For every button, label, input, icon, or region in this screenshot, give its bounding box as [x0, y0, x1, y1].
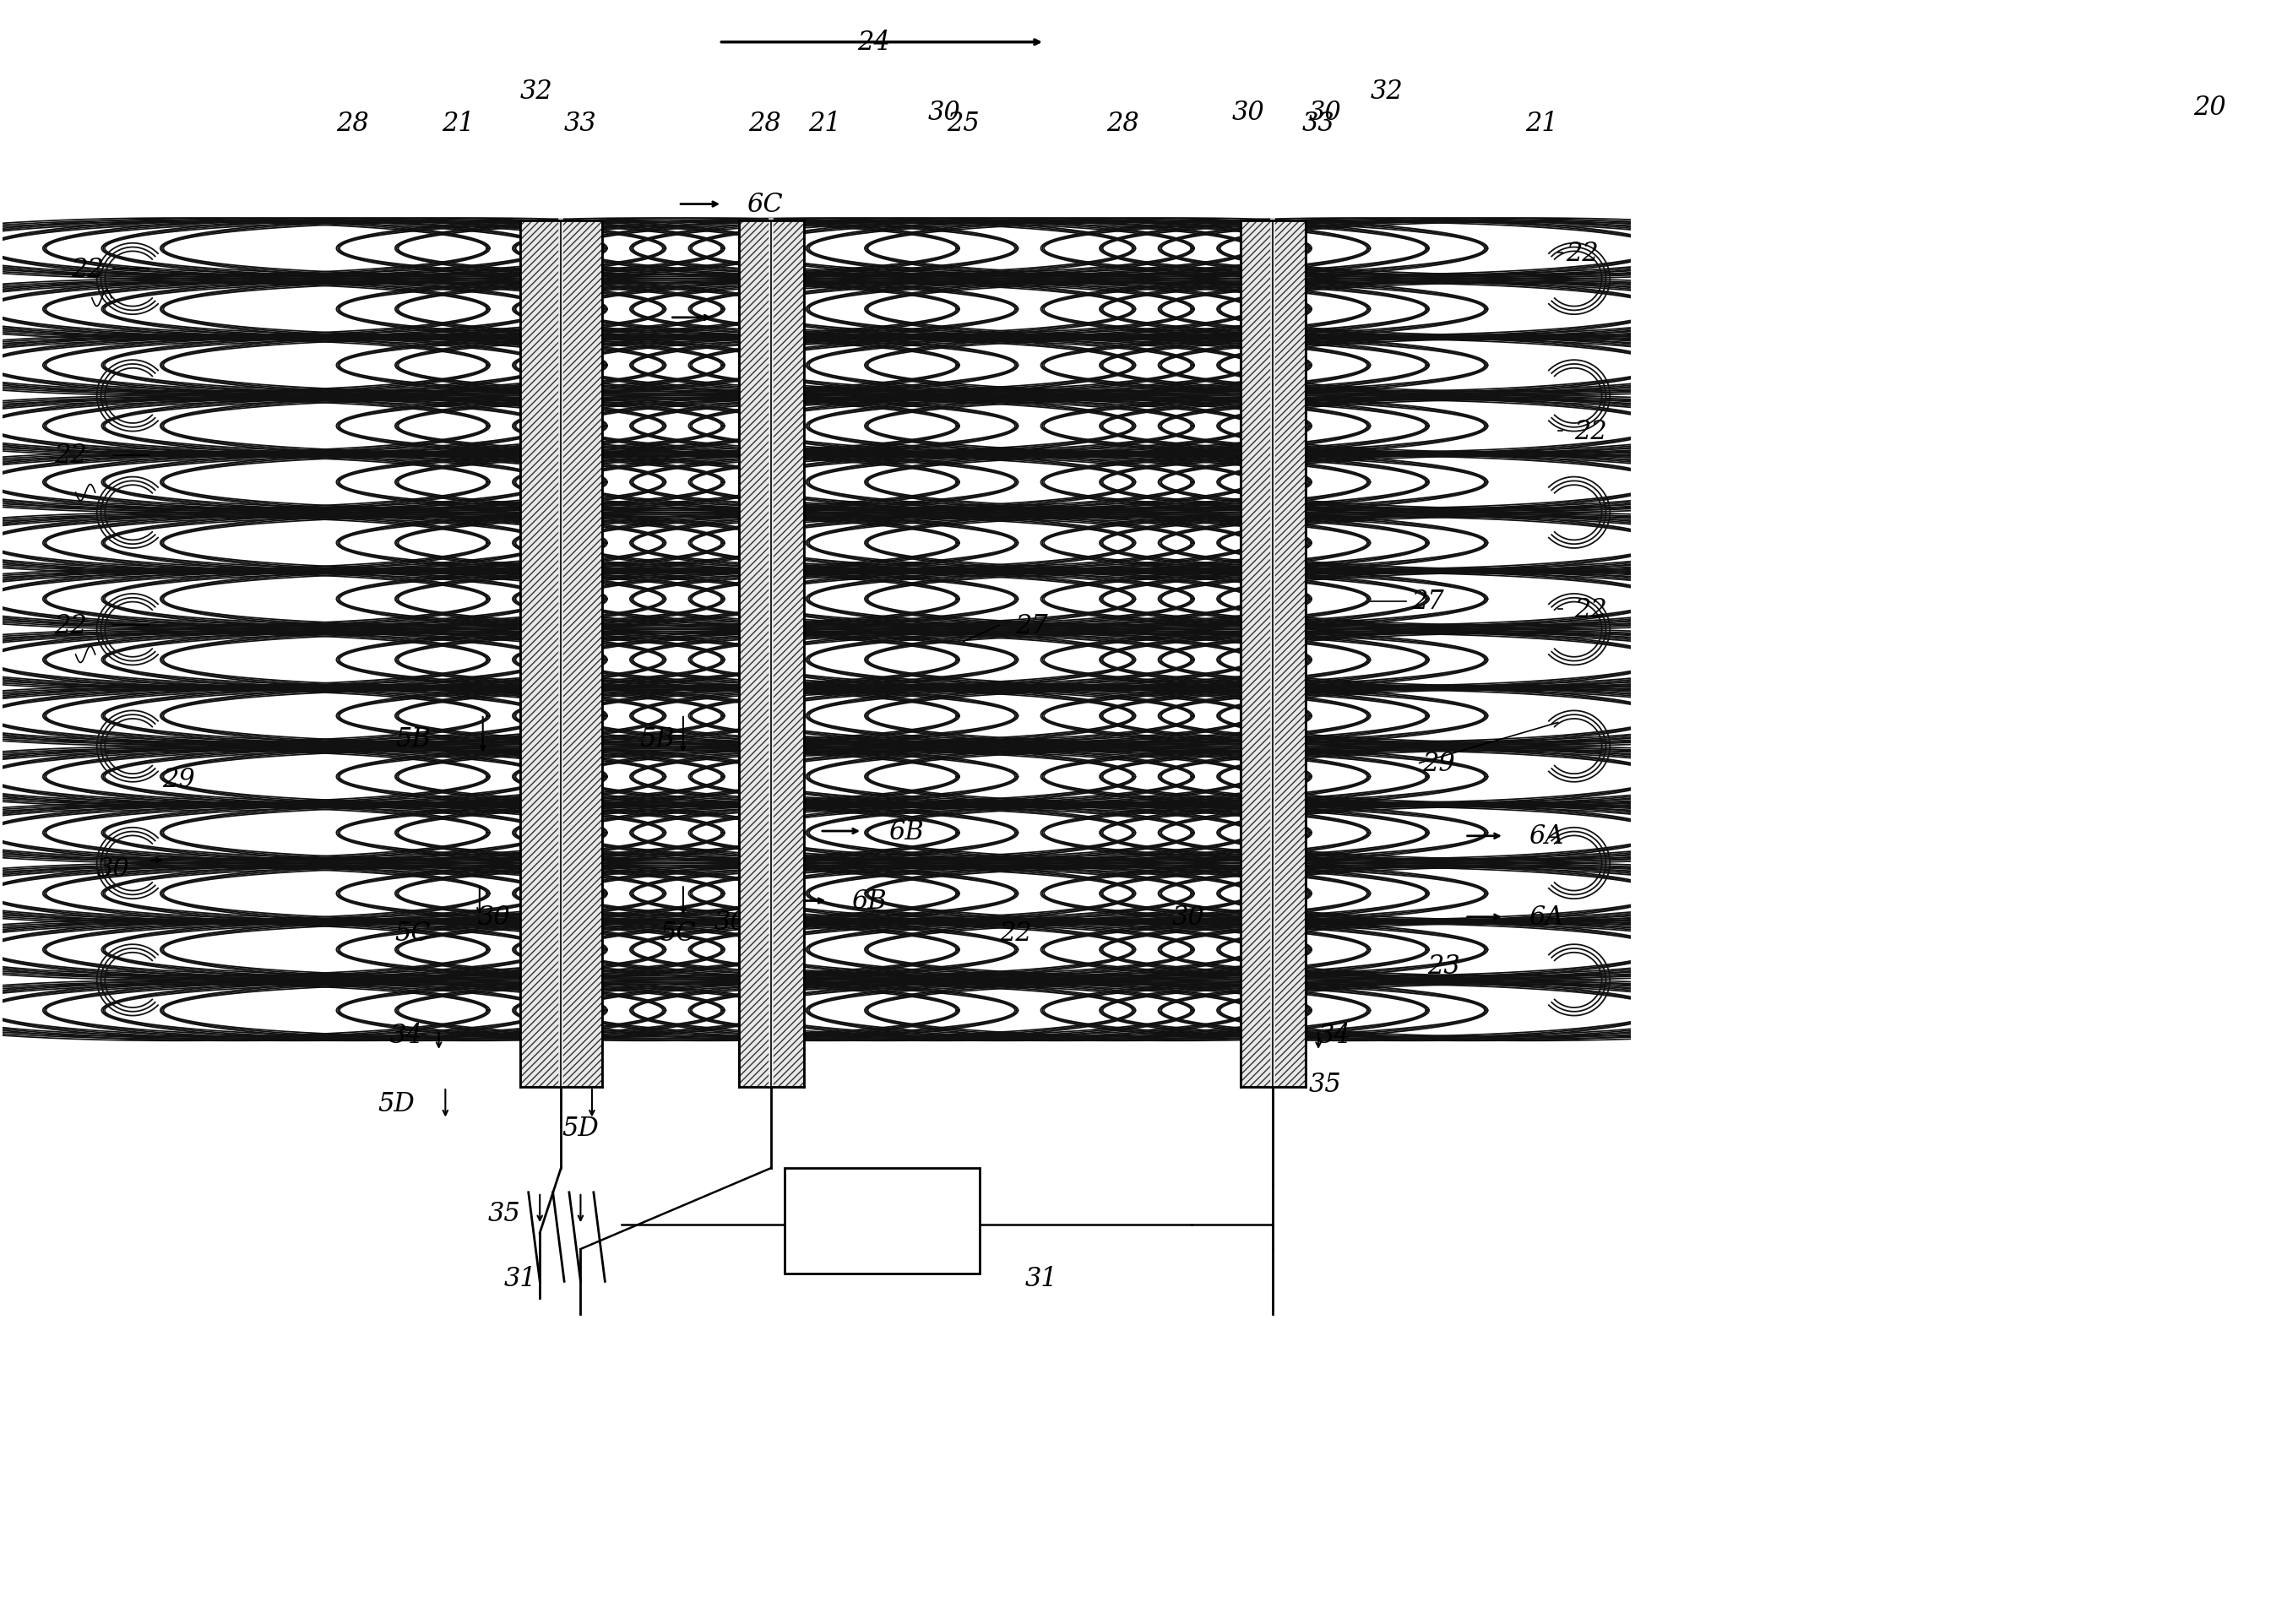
Text: 30: 30 [1172, 905, 1204, 931]
Text: 5B: 5B [396, 726, 430, 752]
Text: 36: 36 [858, 1200, 890, 1226]
Text: 22: 22 [1575, 596, 1607, 622]
Text: 20: 20 [2194, 94, 2226, 120]
Text: 21: 21 [808, 110, 842, 136]
Text: 30: 30 [1309, 99, 1341, 125]
Text: 5D: 5D [562, 1114, 599, 1140]
Text: 31: 31 [503, 1265, 537, 1291]
Text: 5B: 5B [640, 726, 674, 752]
Text: 5C: 5C [660, 921, 696, 947]
Text: 26: 26 [772, 958, 803, 984]
Bar [521, 221, 601, 1088]
Text: 30: 30 [715, 909, 747, 935]
Text: 6C: 6C [747, 192, 783, 218]
Text: 33: 33 [564, 110, 596, 136]
Text: 30: 30 [478, 905, 510, 931]
Bar [521, 221, 601, 1088]
Text: 35: 35 [487, 1200, 521, 1226]
Bar [785, 1168, 979, 1273]
Text: 28: 28 [749, 110, 781, 136]
Text: 22: 22 [1566, 240, 1598, 266]
Text: 32: 32 [521, 78, 553, 104]
Text: 30: 30 [926, 99, 960, 125]
Text: 27: 27 [1411, 588, 1443, 614]
Bar [737, 221, 803, 1088]
Text: 34: 34 [1318, 1023, 1352, 1049]
Text: 22: 22 [999, 921, 1031, 947]
Text: 23: 23 [1427, 953, 1461, 979]
Bar [1240, 221, 1306, 1088]
Text: 30: 30 [1231, 99, 1265, 125]
Text: 34: 34 [389, 1023, 423, 1049]
Bar [737, 221, 803, 1088]
Text: 5C: 5C [394, 921, 430, 947]
Text: 25: 25 [947, 110, 979, 136]
Text: 35: 35 [1309, 1070, 1341, 1098]
Bar [1240, 221, 1306, 1088]
Text: 21: 21 [442, 110, 476, 136]
Text: 6A: 6A [1529, 823, 1564, 849]
Text: 6A: 6A [1529, 905, 1564, 931]
Text: 22: 22 [55, 612, 86, 638]
Text: 6C: 6C [737, 305, 774, 331]
Text: 5D: 5D [378, 1090, 414, 1117]
Text: 31: 31 [1024, 1265, 1058, 1291]
Text: 6B: 6B [851, 888, 885, 914]
Text: 29: 29 [1422, 750, 1454, 776]
Text: 24: 24 [858, 29, 890, 55]
Text: 21: 21 [1525, 110, 1557, 136]
Text: 27: 27 [1015, 612, 1047, 638]
Text: 32: 32 [1370, 78, 1404, 104]
Text: 6B: 6B [888, 818, 924, 844]
Text: 22: 22 [1575, 419, 1607, 445]
Text: 33: 33 [1302, 110, 1334, 136]
Text: 28: 28 [337, 110, 369, 136]
Text: 22: 22 [71, 257, 102, 283]
Text: 28: 28 [1106, 110, 1140, 136]
Text: 22: 22 [55, 443, 86, 469]
Text: 29: 29 [162, 767, 196, 793]
Text: 30: 30 [98, 856, 130, 882]
